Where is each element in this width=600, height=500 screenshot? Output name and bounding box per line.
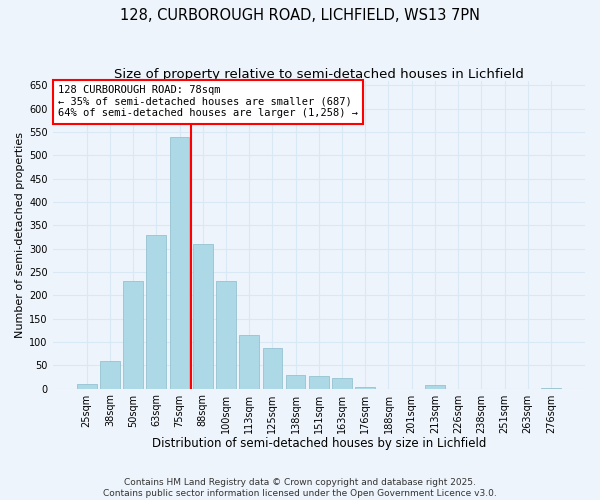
Bar [146,234,166,388]
Bar [425,385,445,388]
Bar [239,335,259,388]
Bar [355,387,375,388]
Bar [170,136,190,388]
Title: Size of property relative to semi-detached houses in Lichfield: Size of property relative to semi-detach… [114,68,524,80]
Text: 128 CURBOROUGH ROAD: 78sqm
← 35% of semi-detached houses are smaller (687)
64% o: 128 CURBOROUGH ROAD: 78sqm ← 35% of semi… [58,85,358,118]
Text: 128, CURBOROUGH ROAD, LICHFIELD, WS13 7PN: 128, CURBOROUGH ROAD, LICHFIELD, WS13 7P… [120,8,480,22]
Text: Contains HM Land Registry data © Crown copyright and database right 2025.
Contai: Contains HM Land Registry data © Crown c… [103,478,497,498]
Y-axis label: Number of semi-detached properties: Number of semi-detached properties [15,132,25,338]
Bar [123,281,143,388]
Bar [332,378,352,388]
Bar [309,376,329,388]
Bar [100,360,120,388]
Bar [77,384,97,388]
Bar [286,374,305,388]
X-axis label: Distribution of semi-detached houses by size in Lichfield: Distribution of semi-detached houses by … [152,437,486,450]
Bar [216,281,236,388]
Bar [263,348,282,389]
Bar [193,244,212,388]
